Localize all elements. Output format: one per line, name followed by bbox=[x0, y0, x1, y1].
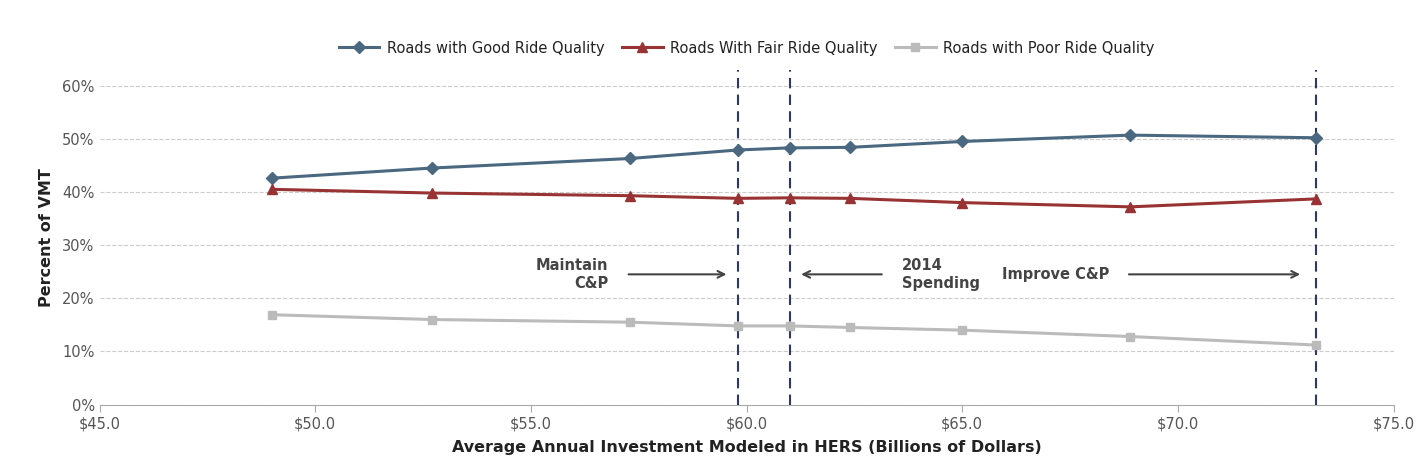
Roads With Fair Ride Quality bbox=[781, 195, 798, 200]
Roads with Good Ride Quality bbox=[781, 145, 798, 151]
Roads With Fair Ride Quality bbox=[263, 186, 280, 192]
Roads With Fair Ride Quality bbox=[424, 190, 441, 196]
Line: Roads with Good Ride Quality: Roads with Good Ride Quality bbox=[267, 131, 1320, 182]
Roads with Poor Ride Quality bbox=[1122, 334, 1139, 339]
Roads with Good Ride Quality bbox=[621, 156, 638, 161]
Roads with Poor Ride Quality bbox=[424, 317, 441, 322]
Line: Roads With Fair Ride Quality: Roads With Fair Ride Quality bbox=[267, 185, 1321, 212]
Roads with Poor Ride Quality bbox=[263, 312, 280, 318]
Roads With Fair Ride Quality bbox=[729, 196, 747, 201]
Roads with Good Ride Quality bbox=[954, 139, 971, 144]
Roads with Good Ride Quality bbox=[1307, 135, 1324, 140]
Roads with Poor Ride Quality bbox=[781, 323, 798, 329]
Legend: Roads with Good Ride Quality, Roads With Fair Ride Quality, Roads with Poor Ride: Roads with Good Ride Quality, Roads With… bbox=[338, 41, 1155, 56]
Roads with Good Ride Quality bbox=[842, 145, 859, 150]
Roads with Poor Ride Quality bbox=[621, 319, 638, 325]
Text: 2014
Spending: 2014 Spending bbox=[902, 258, 980, 291]
Roads With Fair Ride Quality bbox=[621, 193, 638, 199]
Text: Maintain
C&P: Maintain C&P bbox=[536, 258, 609, 291]
Roads with Good Ride Quality bbox=[263, 175, 280, 181]
Text: Improve C&P: Improve C&P bbox=[1001, 267, 1109, 282]
Roads with Poor Ride Quality bbox=[842, 325, 859, 330]
Roads with Poor Ride Quality bbox=[954, 327, 971, 333]
Roads with Poor Ride Quality bbox=[729, 323, 747, 329]
Roads With Fair Ride Quality bbox=[1122, 204, 1139, 210]
Roads With Fair Ride Quality bbox=[842, 196, 859, 201]
Roads with Good Ride Quality bbox=[729, 147, 747, 153]
Line: Roads with Poor Ride Quality: Roads with Poor Ride Quality bbox=[269, 311, 1320, 349]
Roads with Poor Ride Quality bbox=[1307, 342, 1324, 348]
Roads with Good Ride Quality bbox=[1122, 133, 1139, 138]
Roads With Fair Ride Quality bbox=[1307, 196, 1324, 202]
Y-axis label: Percent of VMT: Percent of VMT bbox=[38, 168, 54, 306]
Roads with Good Ride Quality bbox=[424, 165, 441, 171]
Roads With Fair Ride Quality bbox=[954, 200, 971, 206]
X-axis label: Average Annual Investment Modeled in HERS (Billions of Dollars): Average Annual Investment Modeled in HER… bbox=[452, 440, 1041, 455]
